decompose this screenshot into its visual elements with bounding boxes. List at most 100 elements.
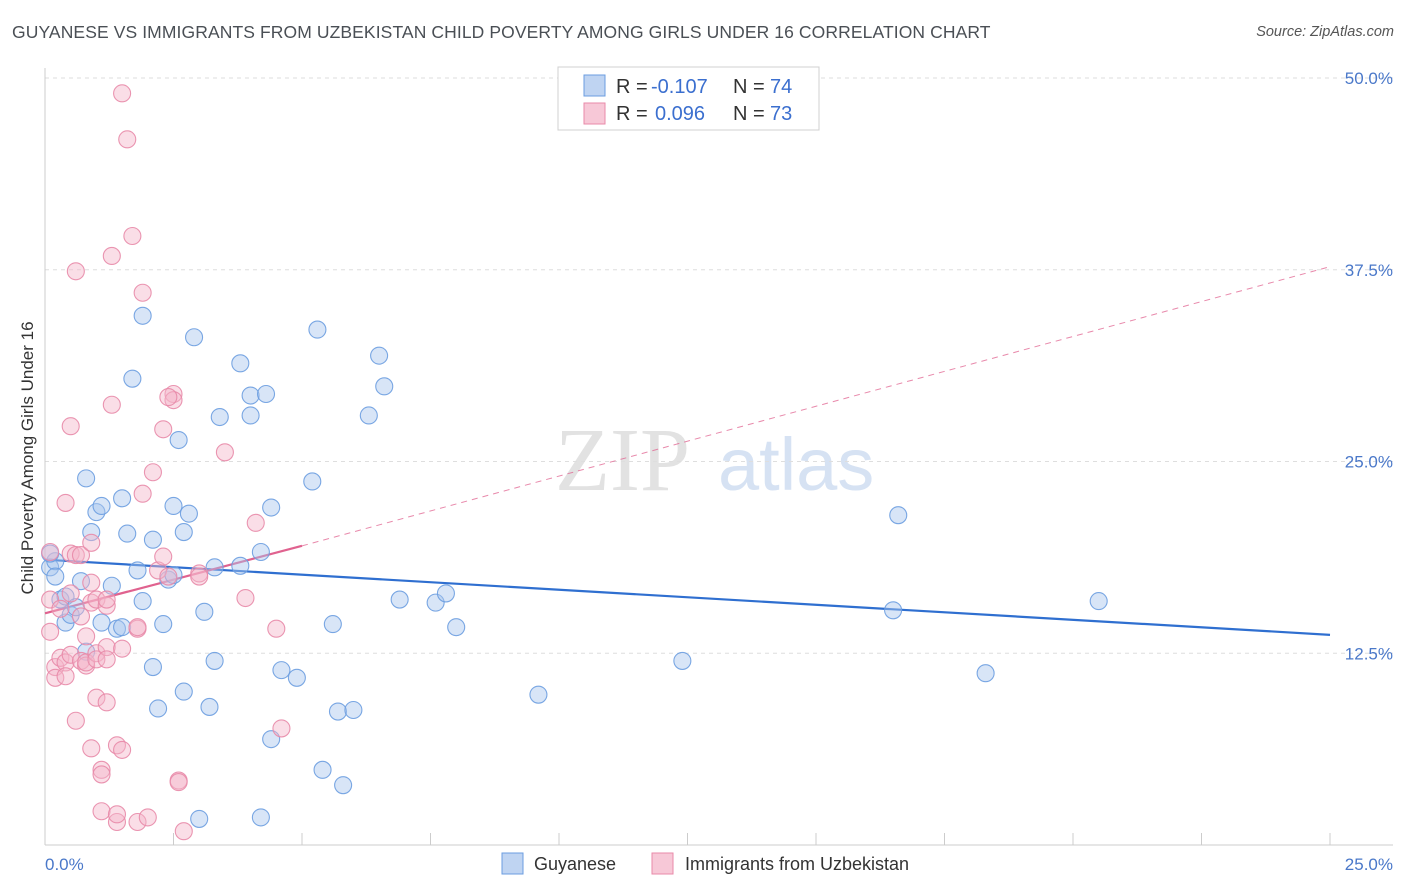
- point-uzbekistan-53: [143, 463, 162, 482]
- point-guyanese-35: [185, 328, 204, 347]
- point-uzbekistan-46: [118, 130, 137, 149]
- point-guyanese-26: [149, 699, 168, 718]
- point-uzbekistan-34: [97, 638, 116, 657]
- point-guyanese-38: [200, 697, 219, 716]
- point-uzbekistan-3: [46, 658, 65, 677]
- trend-line-extension-uzbekistan: [301, 266, 1331, 547]
- point-uzbekistan-56: [154, 547, 173, 566]
- point-uzbekistan-41: [107, 805, 127, 824]
- point-uzbekistan-72: [97, 590, 116, 609]
- legend-n-value-guyanese: 74: [770, 76, 792, 98]
- legend-swatch-uzbekistan: [583, 102, 606, 125]
- point-guyanese-44: [241, 406, 260, 425]
- point-uzbekistan-33: [92, 802, 111, 821]
- series-legend: Guyanese Immigrants from Uzbekistan: [501, 852, 909, 875]
- point-uzbekistan-66: [236, 588, 255, 608]
- point-guyanese-24: [143, 658, 162, 677]
- point-guyanese-69: [884, 601, 903, 620]
- point-uzbekistan-11: [61, 645, 80, 664]
- legend-r-label-uzbekistan: R =: [616, 103, 648, 125]
- point-guyanese-70: [889, 506, 908, 525]
- point-guyanese-36: [190, 809, 209, 828]
- point-uzbekistan-55: [154, 420, 173, 439]
- point-guyanese-11: [82, 523, 101, 542]
- point-guyanese-56: [323, 615, 342, 634]
- point-guyanese-67: [529, 685, 548, 704]
- point-guyanese-43: [231, 556, 250, 575]
- point-uzbekistan-40: [107, 812, 127, 832]
- legend-n-value-uzbekistan: 73: [770, 103, 792, 125]
- point-guyanese-25: [143, 530, 162, 549]
- point-guyanese-66: [447, 618, 466, 637]
- point-uzbekistan-39: [102, 246, 121, 265]
- point-guyanese-18: [113, 618, 132, 637]
- point-uzbekistan-70: [159, 388, 178, 407]
- point-guyanese-62: [375, 377, 394, 396]
- y-tick-label-0: 12.5%: [1345, 644, 1393, 663]
- point-guyanese-54: [308, 320, 327, 339]
- point-guyanese-41: [210, 407, 229, 427]
- point-uzbekistan-71: [128, 618, 147, 637]
- point-uzbekistan-8: [56, 493, 75, 512]
- point-guyanese-72: [1089, 592, 1108, 611]
- point-uzbekistan-6: [51, 599, 70, 618]
- source-credit: Source: ZipAtlas.com: [1256, 24, 1394, 40]
- point-guyanese-59: [344, 700, 363, 720]
- y-tick-label-3: 50.0%: [1345, 69, 1393, 88]
- point-guyanese-58: [334, 776, 353, 795]
- point-uzbekistan-26: [82, 533, 101, 552]
- point-uzbekistan-59: [164, 391, 183, 410]
- point-guyanese-17: [113, 489, 132, 508]
- point-uzbekistan-1: [41, 590, 60, 609]
- watermark-zip: ZIP: [555, 411, 690, 510]
- point-guyanese-64: [426, 593, 445, 612]
- point-guyanese-71: [976, 664, 995, 683]
- point-guyanese-45: [241, 386, 260, 405]
- y-tick-label-2: 37.5%: [1345, 261, 1393, 280]
- point-guyanese-27: [154, 615, 173, 634]
- legend-n-label-guyanese: N =: [733, 76, 765, 98]
- chart-title: GUYANESE VS IMMIGRANTS FROM UZBEKISTAN C…: [12, 22, 991, 42]
- stats-legend: R = -0.107 N = 74 R = 0.096 N = 73: [557, 66, 820, 131]
- point-guyanese-55: [313, 760, 332, 779]
- point-uzbekistan-23: [82, 573, 101, 592]
- x-tick-label-1: 25.0%: [1345, 855, 1393, 874]
- data-points: [41, 84, 1108, 841]
- point-guyanese-3: [51, 590, 70, 609]
- point-guyanese-48: [251, 808, 270, 827]
- point-guyanese-23: [133, 306, 152, 325]
- point-uzbekistan-50: [133, 484, 152, 503]
- legend-n-label-uzbekistan: N =: [733, 103, 765, 125]
- point-uzbekistan-14: [66, 711, 85, 730]
- bottom-legend-swatch-guyanese: [501, 852, 524, 875]
- point-guyanese-47: [256, 384, 276, 404]
- point-guyanese-52: [287, 668, 306, 687]
- point-uzbekistan-27: [87, 644, 106, 663]
- point-uzbekistan-16: [66, 546, 85, 565]
- point-uzbekistan-10: [61, 584, 80, 603]
- point-guyanese-32: [174, 523, 193, 542]
- point-guyanese-13: [92, 496, 111, 516]
- point-uzbekistan-12: [61, 417, 80, 436]
- point-guyanese-19: [118, 524, 137, 543]
- point-guyanese-60: [359, 406, 378, 425]
- x-tick-label-0: 0.0%: [45, 855, 84, 874]
- point-guyanese-63: [390, 590, 409, 609]
- point-uzbekistan-31: [92, 760, 111, 779]
- point-guyanese-2: [46, 567, 65, 586]
- point-guyanese-40: [205, 558, 224, 577]
- point-uzbekistan-24: [82, 593, 101, 612]
- point-guyanese-30: [164, 496, 183, 516]
- legend-r-value-uzbekistan: 0.096: [655, 103, 705, 125]
- point-uzbekistan-0: [41, 622, 60, 641]
- point-uzbekistan-64: [190, 567, 209, 586]
- point-uzbekistan-28: [87, 590, 106, 609]
- point-guyanese-68: [673, 651, 692, 670]
- point-uzbekistan-44: [113, 639, 132, 658]
- point-uzbekistan-22: [77, 653, 96, 672]
- trend-line-guyanese: [44, 558, 1331, 636]
- point-guyanese-49: [262, 498, 281, 517]
- point-guyanese-34: [179, 504, 198, 523]
- point-guyanese-21: [128, 561, 147, 580]
- point-uzbekistan-49: [128, 812, 147, 832]
